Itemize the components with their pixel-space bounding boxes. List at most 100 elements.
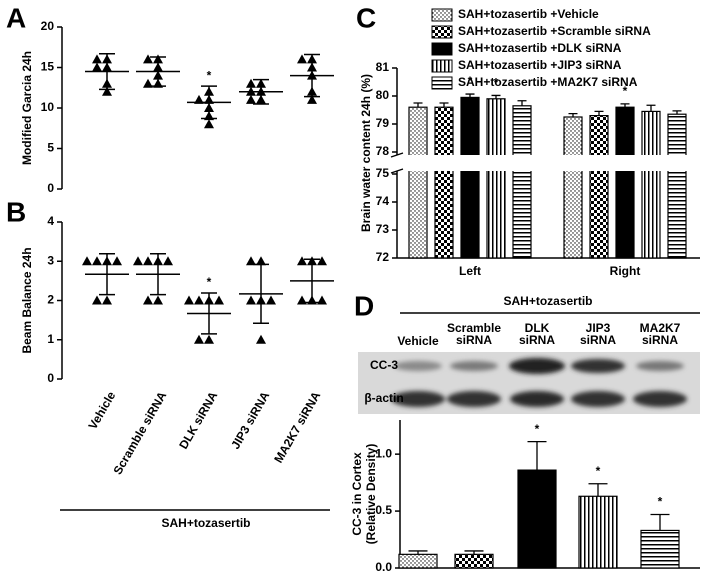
data-point	[153, 295, 163, 305]
error-bar	[568, 112, 578, 117]
significance: *	[494, 76, 499, 90]
bar	[615, 106, 635, 259]
lane-label: DLK	[525, 321, 550, 335]
sd-bar	[201, 85, 217, 120]
y-tick-label: 79	[376, 116, 390, 130]
legend-swatch	[431, 25, 453, 39]
y-tick-label: 3	[47, 253, 54, 267]
bar	[640, 529, 680, 569]
y-axis-label: Modified Garcia 24h	[20, 51, 34, 165]
y-tick-label: 72	[376, 250, 390, 264]
x-tick-label: Left	[459, 264, 481, 278]
error-bar	[527, 440, 547, 471]
data-point	[297, 54, 307, 64]
y-tick-label: 0.5	[375, 503, 392, 517]
data-point	[82, 256, 92, 266]
y-tick-label: 10	[41, 100, 55, 114]
bar	[398, 553, 438, 569]
data-point	[92, 54, 102, 64]
legend-label: SAH+tozasertib +MA2K7 siRNA	[458, 75, 638, 89]
data-point	[246, 78, 256, 88]
error-bar	[465, 93, 475, 98]
blot-row-label: β-actin	[364, 391, 403, 405]
y-tick-label: 0.0	[375, 560, 392, 574]
legend-label: SAH+tozasertib +Vehicle	[458, 7, 599, 21]
y-tick-label: 20	[41, 19, 55, 33]
bar	[641, 110, 661, 259]
significance: *	[596, 464, 601, 478]
data-point	[102, 86, 112, 96]
significance: *	[207, 68, 212, 82]
data-point	[256, 256, 266, 266]
legend-label: SAH+tozasertib +Scramble siRNA	[458, 24, 651, 38]
lane-label: siRNA	[642, 333, 678, 347]
y-tick-label: 75	[376, 166, 390, 180]
sd-bar	[253, 78, 269, 105]
sd-bar	[201, 292, 217, 335]
data-point	[194, 295, 204, 305]
y-axis-label: CC-3 in Cortex	[350, 452, 364, 536]
data-point	[256, 334, 266, 344]
error-bar	[408, 550, 428, 555]
y-tick-label: 78	[376, 144, 390, 158]
blot-bands	[391, 358, 687, 407]
data-point	[184, 295, 194, 305]
bar	[512, 105, 532, 259]
error-bar	[620, 103, 630, 108]
error-bar	[413, 102, 423, 108]
significance: *	[658, 495, 663, 509]
data-point	[307, 94, 317, 104]
data-point	[92, 295, 102, 305]
data-point	[143, 256, 153, 266]
error-bar	[646, 104, 656, 112]
y-axis-label: Brain water content 24h (%)	[359, 74, 373, 232]
bar	[460, 96, 480, 259]
y-tick-label: 0	[47, 371, 54, 385]
data-point	[214, 295, 224, 305]
panel-label: D	[354, 290, 374, 321]
x-tick-label: Vehicle	[86, 389, 119, 432]
significance: *	[468, 74, 473, 88]
y-axis-label: Beam Balance 24h	[20, 247, 34, 353]
data-point	[194, 334, 204, 344]
significance: *	[623, 84, 628, 98]
y-tick-label: 80	[376, 88, 390, 102]
data-point	[317, 256, 327, 266]
x-tick-label: DLK siRNA	[176, 389, 220, 452]
x-tick-label: Right	[610, 264, 641, 278]
panel-label: B	[6, 196, 26, 227]
bar	[408, 106, 428, 259]
y-tick-label: 81	[376, 60, 390, 74]
y-tick-label: 1.0	[375, 446, 392, 460]
y-tick-label: 2	[47, 293, 54, 307]
error-bar	[491, 94, 501, 99]
legend-swatch	[431, 76, 453, 90]
y-axis-label: (Relative Density)	[364, 444, 378, 545]
data-point	[143, 54, 153, 64]
lane-label: Vehicle	[397, 334, 439, 348]
data-point	[246, 256, 256, 266]
sd-bar	[99, 52, 115, 91]
bar	[578, 495, 618, 569]
bar	[434, 106, 454, 259]
legend-label: SAH+tozasertib +DLK siRNA	[458, 41, 622, 55]
data-point	[204, 334, 214, 344]
blot-row-label: CC-3	[370, 358, 398, 372]
significance: *	[207, 275, 212, 289]
bar	[486, 98, 506, 259]
sd-bar	[253, 263, 269, 325]
blot-group-label: SAH+tozasertib	[503, 294, 592, 308]
error-bar	[517, 100, 527, 106]
legend-label: SAH+tozasertib +JIP3 siRNA	[458, 58, 622, 72]
data-point	[92, 256, 102, 266]
group-label: SAH+tozasertib	[161, 516, 250, 530]
significance: *	[535, 422, 540, 436]
y-tick-label: 74	[376, 194, 390, 208]
y-tick-label: 73	[376, 222, 390, 236]
legend-swatch	[431, 8, 453, 22]
bar	[517, 469, 557, 569]
sd-bar	[99, 253, 115, 296]
legend-swatch	[431, 42, 453, 56]
error-bar	[594, 110, 604, 116]
